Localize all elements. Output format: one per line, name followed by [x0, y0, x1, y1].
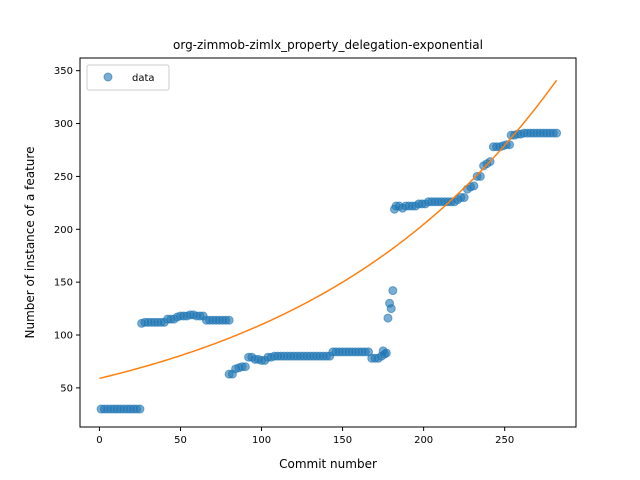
- chart-title: org-zimmob-zimlx_property_delegation-exp…: [173, 38, 483, 52]
- legend: data: [86, 64, 170, 91]
- plot-area: [80, 58, 576, 427]
- fit-line: [99, 79, 558, 380]
- data-point: [381, 348, 391, 358]
- data-point: [459, 193, 469, 203]
- y-tick-label: 300: [54, 119, 73, 130]
- data-point: [386, 304, 396, 314]
- y-tick-label: 50: [60, 383, 73, 394]
- x-tick-label: 150: [333, 435, 352, 446]
- x-tick-label: 200: [414, 435, 433, 446]
- x-axis-label: Commit number: [279, 457, 377, 471]
- legend-box: [86, 64, 170, 91]
- y-tick-label: 350: [54, 66, 73, 77]
- data-point: [240, 362, 250, 372]
- data-point: [552, 128, 562, 138]
- axes: 0 50 100 150 200 250 50 100 150 200 250 300 350: [54, 66, 514, 446]
- legend-label-data: data: [132, 73, 155, 84]
- data-marks: [96, 79, 562, 414]
- data-point: [469, 181, 479, 191]
- x-tick-label: 50: [174, 435, 187, 446]
- y-tick-label: 150: [54, 278, 73, 289]
- plot-frame: [79, 57, 577, 428]
- x-tick-label: 250: [495, 435, 514, 446]
- x-tick-label: 0: [96, 435, 102, 446]
- y-tick-label: 250: [54, 172, 73, 183]
- x-tick-label: 100: [252, 435, 271, 446]
- data-point: [224, 315, 234, 325]
- y-tick-label: 200: [54, 225, 73, 236]
- legend-marker-data: [103, 72, 113, 82]
- data-point: [135, 404, 145, 414]
- data-point: [388, 286, 398, 296]
- y-axis-label: Number of instance of a feature: [23, 147, 37, 339]
- y-tick-label: 100: [54, 331, 73, 342]
- data-point: [383, 313, 393, 323]
